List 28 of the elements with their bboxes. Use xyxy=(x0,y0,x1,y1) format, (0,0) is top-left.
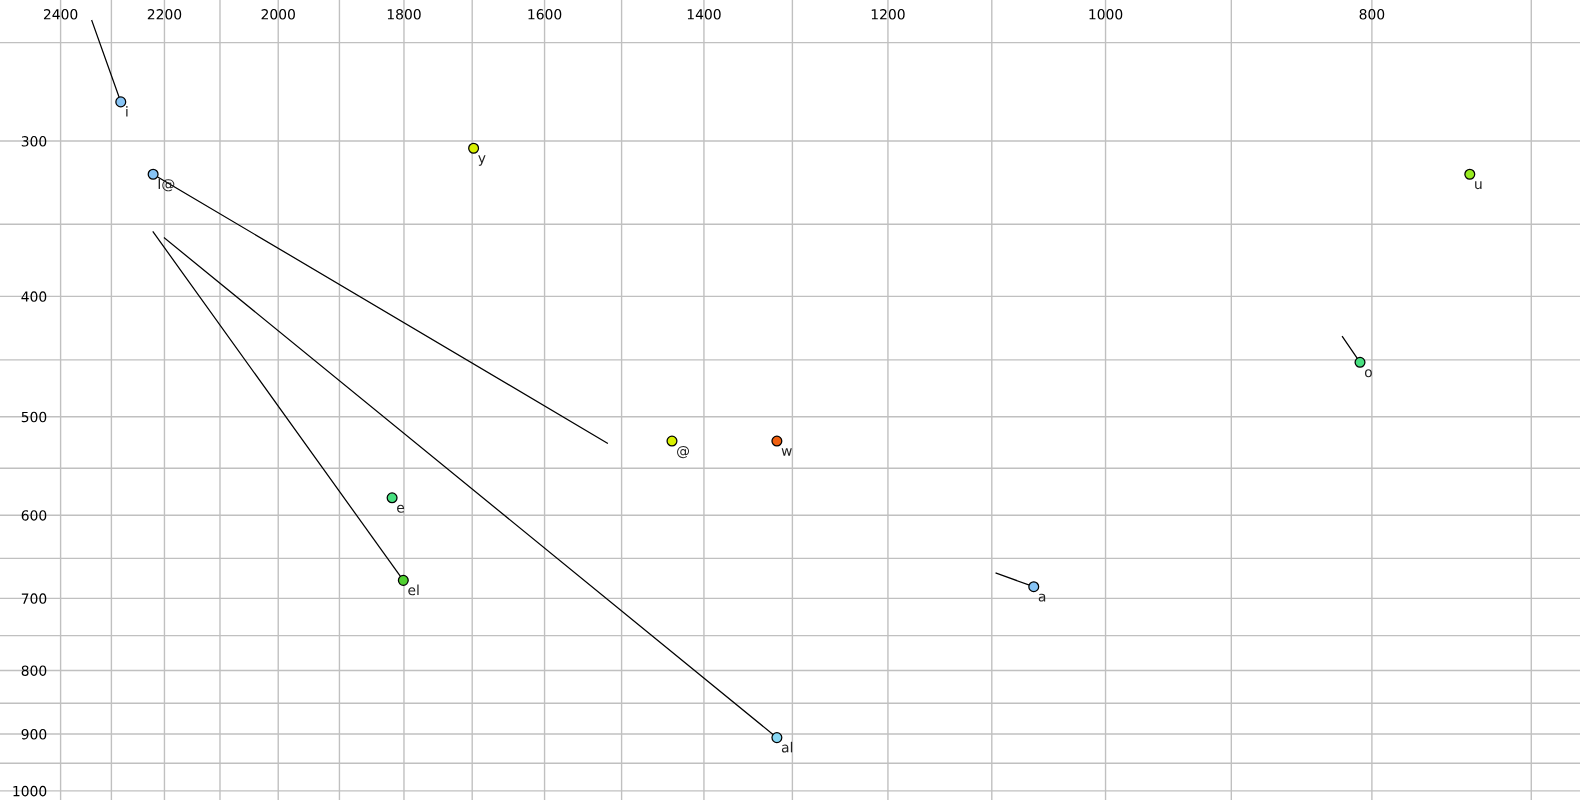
x-tick-label: 800 xyxy=(1359,9,1385,20)
y-tick-label: 500 xyxy=(21,411,47,423)
data-label: i xyxy=(126,106,128,117)
y-tick-label: 300 xyxy=(21,136,47,147)
y-tick-label: 400 xyxy=(21,291,47,302)
data-label: @ xyxy=(677,446,690,459)
y-tick-label: 1000 xyxy=(13,785,47,797)
x-tick-label: 1800 xyxy=(387,9,421,20)
data-label: u xyxy=(1475,181,1482,190)
x-tick-label: 1200 xyxy=(871,9,905,20)
x-tick-label: 1400 xyxy=(687,9,721,20)
x-tick-label: 2200 xyxy=(147,9,182,20)
x-tick-label: 1600 xyxy=(528,9,562,20)
x-tick-label: 2000 xyxy=(261,9,295,20)
y-tick-label: 600 xyxy=(21,510,47,521)
y-tick-label: 900 xyxy=(21,729,47,740)
data-label: el xyxy=(408,584,419,596)
data-label: e xyxy=(397,504,405,513)
x-tick-label: 1000 xyxy=(1089,9,1123,20)
data-label: o xyxy=(1364,369,1372,378)
x-tick-label: 2400 xyxy=(43,9,78,20)
data-label: al xyxy=(781,741,793,753)
y-tick-label: 700 xyxy=(21,593,47,604)
y-tick-label: 800 xyxy=(21,665,47,676)
data-label: I@ xyxy=(158,178,175,192)
data-label: a xyxy=(1038,593,1046,602)
data-label: w xyxy=(781,448,792,456)
data-label: y xyxy=(478,155,486,166)
